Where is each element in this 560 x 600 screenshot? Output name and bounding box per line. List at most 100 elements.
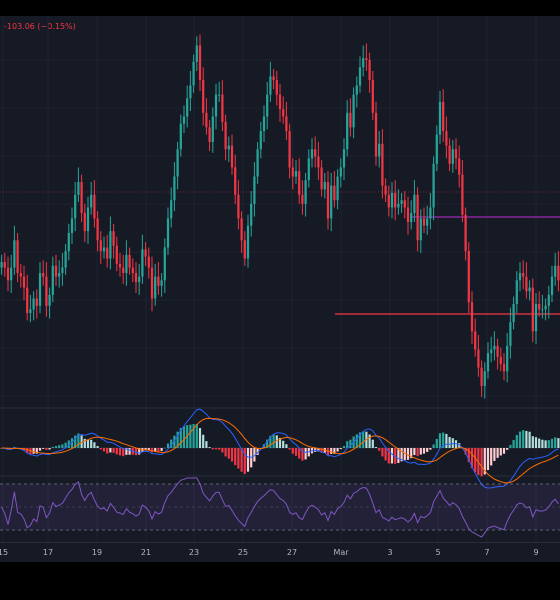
macd-histogram-bar <box>368 434 371 448</box>
candle-body <box>326 182 330 219</box>
candle-body <box>534 303 538 332</box>
candle-body <box>269 76 272 95</box>
candle-body <box>278 94 282 110</box>
candle-body <box>362 58 365 68</box>
macd-histogram-bar <box>195 423 198 448</box>
time-axis-label: 7 <box>484 548 490 557</box>
macd-histogram-bar <box>394 448 397 464</box>
candle-body <box>42 273 45 277</box>
macd-signal-line <box>1 417 559 484</box>
candle-body <box>301 194 304 204</box>
macd-histogram-bar <box>35 448 38 454</box>
horizontal-levels <box>335 216 560 315</box>
candle-body <box>304 180 307 204</box>
candle-body <box>0 262 3 268</box>
macd-histogram-bar <box>269 435 272 448</box>
candle-body <box>150 267 154 299</box>
macd-histogram-bar <box>458 443 461 448</box>
candle-body <box>346 112 349 150</box>
candle-body <box>112 231 115 246</box>
candle-body <box>176 149 179 177</box>
candle-body <box>154 276 157 299</box>
macd-histogram-bar <box>525 430 528 448</box>
candle-body <box>237 194 240 219</box>
macd-histogram-bar <box>109 448 112 453</box>
macd-histogram-bar <box>438 433 442 448</box>
time-axis-label: 23 <box>188 548 200 557</box>
macd-histogram-bar <box>557 438 560 448</box>
macd-histogram-bar <box>266 439 269 448</box>
macd-histogram-bar <box>6 448 10 450</box>
candle-body <box>435 134 438 164</box>
candle-body <box>77 182 80 195</box>
candle-body <box>170 200 173 219</box>
candle-body <box>256 149 259 177</box>
candle-body <box>86 207 90 232</box>
candle-body <box>227 145 230 150</box>
macd-histogram-bar <box>432 444 435 448</box>
macd-histogram-bar <box>48 448 51 450</box>
macd-histogram-bar <box>483 448 486 475</box>
macd-histogram-bar <box>410 448 413 459</box>
macd-histogram-bar <box>362 431 365 448</box>
candle-body <box>109 231 112 259</box>
macd-histogram-bar <box>64 442 67 448</box>
candle-body <box>19 273 22 277</box>
macd-histogram-bar <box>285 444 288 448</box>
candle-body <box>64 251 67 268</box>
candle-body <box>438 101 442 135</box>
macd-histogram-bar <box>387 448 390 464</box>
macd-histogram-bar <box>522 430 525 448</box>
candle-body <box>259 131 262 150</box>
candle-body <box>454 149 458 159</box>
candle-body <box>51 265 54 295</box>
candle-body <box>93 194 96 219</box>
macd-histogram-bar <box>176 431 179 448</box>
price-change-label: -103.06 (−0.15%) <box>4 22 76 31</box>
macd-histogram-bar <box>541 439 544 448</box>
macd-histogram-bar <box>342 446 346 448</box>
macd-histogram-bar <box>154 448 157 452</box>
macd-histogram-bar <box>278 437 282 448</box>
macd-histogram-bar <box>346 441 349 448</box>
candle-body <box>224 121 227 150</box>
macd-histogram-bar <box>106 448 109 454</box>
macd-histogram-bar <box>99 448 102 450</box>
candle-body <box>32 298 35 310</box>
candle-body <box>451 149 454 164</box>
macd-histogram-bar <box>336 448 339 452</box>
macd-histogram-bar <box>234 448 237 466</box>
candle-body <box>502 364 506 372</box>
candle-body <box>368 60 371 81</box>
macd-histogram-bar <box>413 448 416 456</box>
candle-body <box>531 287 534 332</box>
macd-histogram-bar <box>464 448 467 455</box>
candle-body <box>394 192 397 208</box>
candle-body <box>330 185 333 219</box>
macd-histogram-bar <box>170 439 173 448</box>
macd-histogram-bar <box>74 435 77 448</box>
macd-histogram-bar <box>416 448 419 457</box>
candle-body <box>163 247 166 281</box>
rsi-line <box>1 477 559 538</box>
candle-body <box>234 167 237 195</box>
macd-histogram-bar <box>237 448 240 469</box>
candle-body <box>189 85 192 99</box>
macd-histogram-bar <box>512 440 515 448</box>
candle-body <box>218 94 221 96</box>
candle-body <box>419 218 422 241</box>
macd-histogram-bar <box>179 428 182 448</box>
candle-body <box>541 309 544 311</box>
candle-body <box>550 276 554 295</box>
macd-histogram-bar <box>448 436 451 448</box>
candle-body <box>355 85 358 95</box>
macd-histogram-bar <box>496 448 499 458</box>
candle-body <box>198 45 202 81</box>
macd-histogram-bar <box>320 448 323 453</box>
candle-body <box>467 251 470 303</box>
macd-histogram-bar <box>474 448 477 473</box>
candle-body <box>429 207 432 219</box>
macd-histogram-bar <box>326 448 330 456</box>
candle-body <box>374 112 378 157</box>
